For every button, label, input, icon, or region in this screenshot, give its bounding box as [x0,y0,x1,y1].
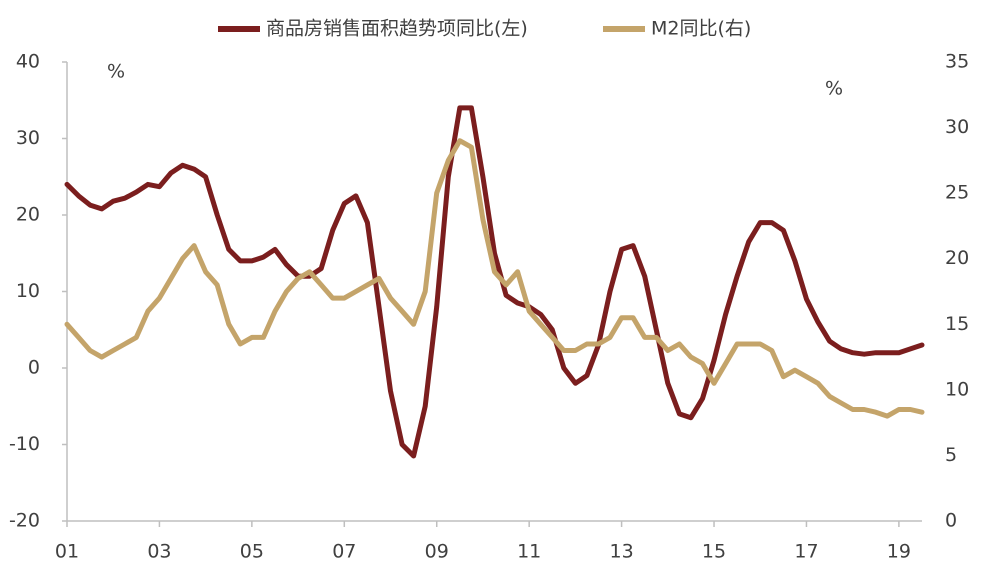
y2-tick-label: 15 [945,313,969,335]
x-tick-label: 11 [517,541,541,563]
series-line [64,105,925,459]
y-tick-label: 0 [28,357,40,379]
y-tick-label: -10 [9,433,40,455]
x-tick-label: 03 [147,541,171,563]
y2-tick-label: 25 [945,182,969,204]
y-tick-label: 30 [16,127,40,149]
x-tick-label: 13 [610,541,634,563]
x-tick-label: 09 [425,541,449,563]
y2-tick-label: 10 [945,378,969,400]
y2-unit: % [825,78,843,100]
y-tick-label: 40 [16,51,40,73]
x-tick-label: 05 [240,541,264,563]
legend-label: M2同比(右) [651,18,751,40]
y-tick-label: 20 [16,204,40,226]
y-tick-label: -20 [9,510,40,532]
y2-tick-label: 5 [945,444,957,466]
y2-tick-label: 20 [945,247,969,269]
y2-tick-label: 0 [945,510,957,532]
legend-label: 商品房销售面积趋势项同比(左) [266,18,528,40]
y-tick-label: 10 [16,280,40,302]
y2-tick-label: 30 [945,116,969,138]
y-unit: % [107,61,125,83]
series-line [64,138,925,419]
y2-tick-label: 35 [945,51,969,73]
x-tick-label: 17 [794,541,818,563]
x-tick-label: 19 [887,541,911,563]
x-tick-label: 07 [332,541,356,563]
x-tick-label: 01 [55,541,79,563]
x-tick-label: 15 [702,541,726,563]
